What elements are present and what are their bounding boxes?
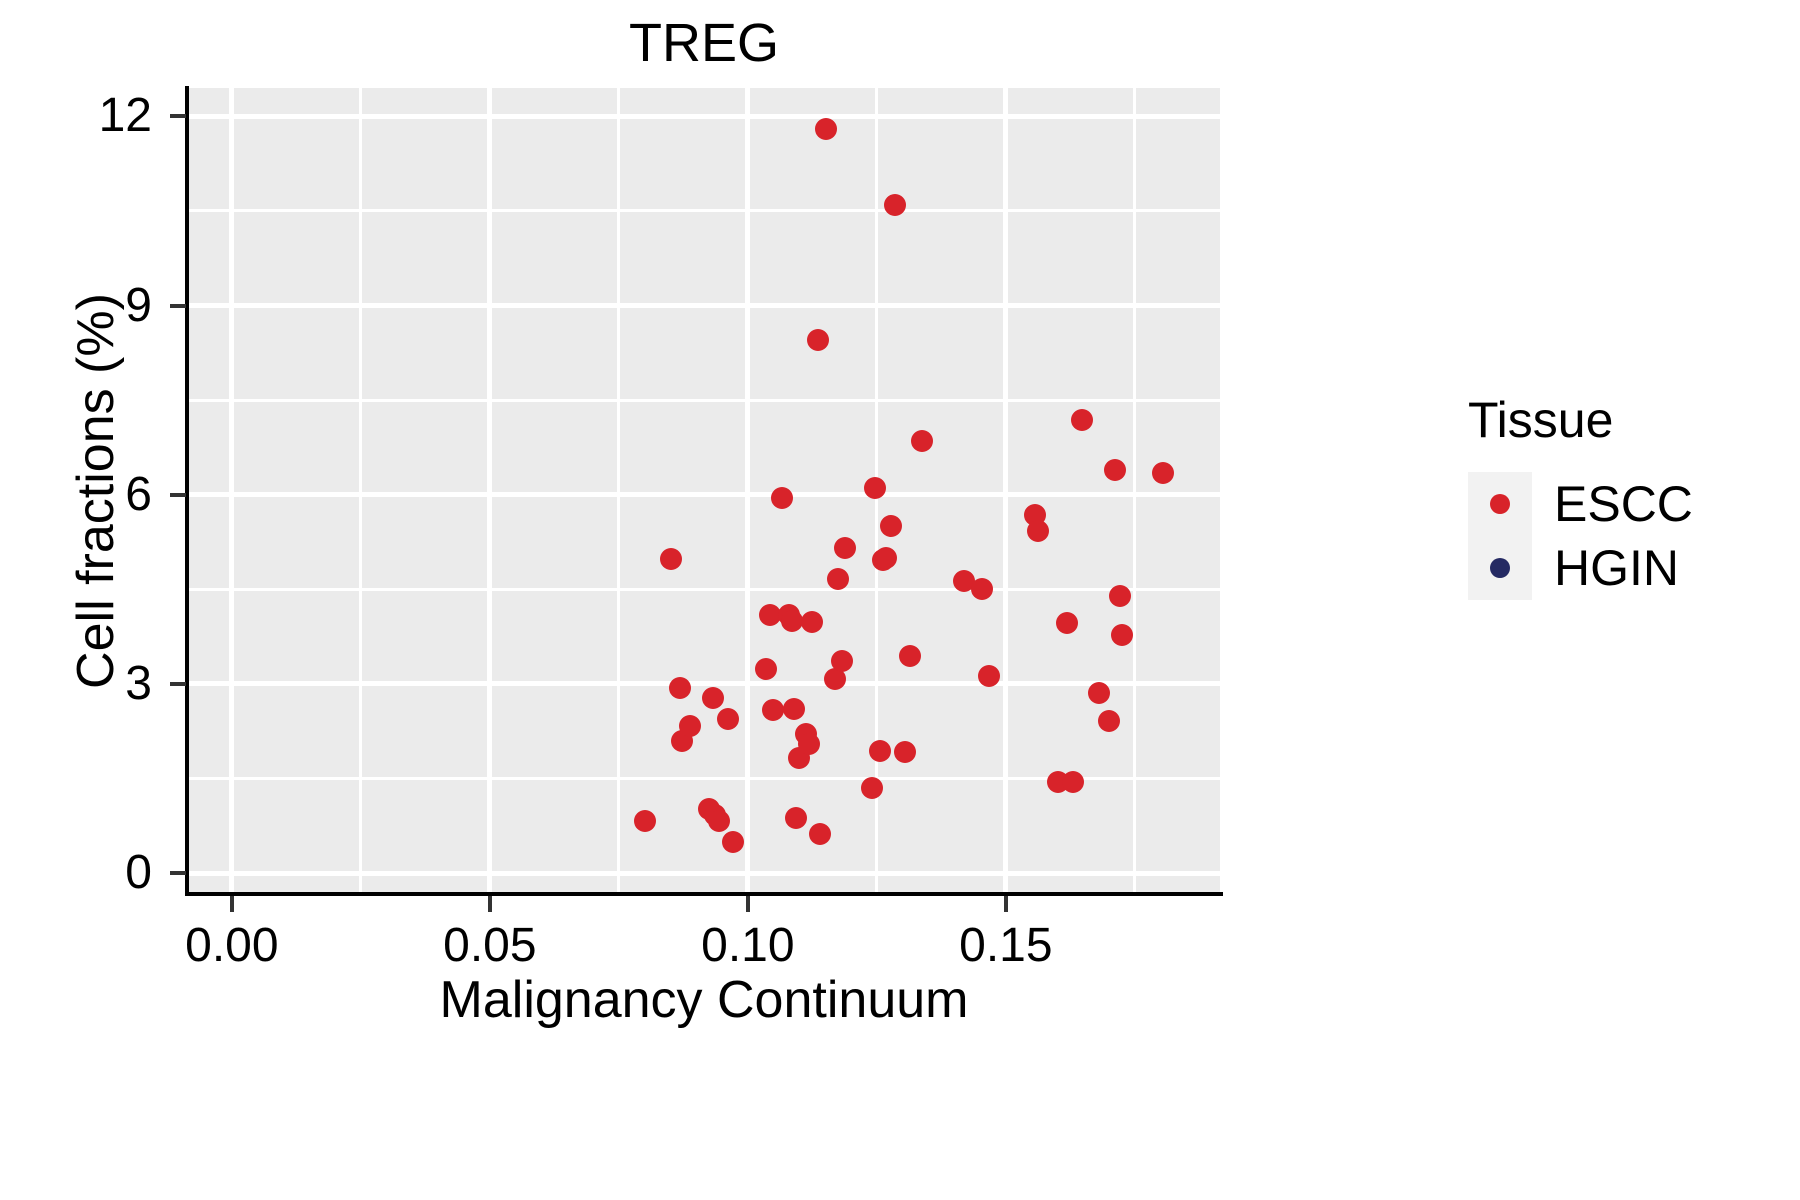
- scatter-point: [806, 329, 829, 352]
- scatter-point: [755, 657, 778, 680]
- y-tick-mark: [170, 492, 186, 497]
- gridline-major-vertical: [745, 88, 751, 894]
- scatter-point: [834, 536, 857, 559]
- scatter-point: [875, 546, 898, 569]
- scatter-point: [1104, 458, 1127, 481]
- gridline-minor-horizontal: [188, 587, 1220, 591]
- legend-items: ESCC HGIN: [1468, 472, 1693, 600]
- scatter-point: [970, 578, 993, 601]
- y-tick-label: 9: [125, 278, 152, 332]
- gridline-minor-vertical: [617, 88, 621, 894]
- scatter-point: [879, 515, 902, 538]
- gridline-minor-horizontal: [188, 398, 1220, 402]
- y-tick-label: 3: [125, 656, 152, 710]
- scatter-point: [707, 810, 730, 833]
- gridline-major-vertical: [229, 88, 235, 894]
- legend-item-hgin[interactable]: HGIN: [1468, 536, 1693, 600]
- gridline-major-horizontal: [188, 303, 1220, 309]
- legend-title: Tissue: [1468, 392, 1614, 448]
- gridline-minor-vertical: [359, 88, 363, 894]
- scatter-point: [1111, 623, 1134, 646]
- scatter-point: [784, 806, 807, 829]
- x-tick-mark: [229, 896, 234, 912]
- scatter-point: [678, 715, 701, 738]
- legend-item-label: HGIN: [1554, 540, 1679, 596]
- scatter-point: [1108, 584, 1131, 607]
- legend-item-escc[interactable]: ESCC: [1468, 472, 1693, 536]
- y-tick-mark: [170, 871, 186, 876]
- scatter-point: [1152, 461, 1175, 484]
- y-axis-label: Cell fractions (%): [67, 293, 125, 689]
- scatter-point: [1027, 520, 1050, 543]
- gridline-major-horizontal: [188, 681, 1220, 687]
- scatter-point: [1055, 611, 1078, 634]
- legend-item-label: ESCC: [1554, 476, 1693, 532]
- legend-point-icon: [1490, 558, 1510, 578]
- scatter-point: [759, 603, 782, 626]
- scatter-point: [868, 739, 891, 762]
- scatter-point: [1088, 682, 1111, 705]
- scatter-point: [827, 568, 850, 591]
- scatter-point: [780, 609, 803, 632]
- scatter-point: [1098, 709, 1121, 732]
- scatter-point: [659, 548, 682, 571]
- scatter-point: [978, 665, 1001, 688]
- gridline-minor-horizontal: [188, 209, 1220, 213]
- scatter-point: [809, 823, 832, 846]
- x-tick-label: 0.10: [701, 919, 795, 972]
- scatter-point: [701, 686, 724, 709]
- scatter-point: [823, 667, 846, 690]
- page-title: TREG: [628, 13, 779, 73]
- scatter-point: [830, 649, 853, 672]
- scatter-point: [797, 732, 820, 755]
- scatter-point: [782, 697, 805, 720]
- gridline-major-vertical: [487, 88, 493, 894]
- plot-panel: [188, 88, 1220, 894]
- x-tick-mark: [745, 896, 750, 912]
- scatter-point: [953, 570, 976, 593]
- scatter-point: [1062, 771, 1085, 794]
- gridline-major-horizontal: [188, 870, 1220, 876]
- scatter-point: [899, 644, 922, 667]
- scatter-point: [884, 193, 907, 216]
- gridline-major-vertical: [1003, 88, 1009, 894]
- gridline-minor-vertical: [1133, 88, 1137, 894]
- scatter-point: [815, 117, 838, 140]
- legend-point-icon: [1490, 494, 1510, 514]
- scatter-point: [910, 430, 933, 453]
- scatter-point: [668, 677, 691, 700]
- y-tick-mark: [170, 303, 186, 308]
- legend-key-swatch: [1468, 536, 1532, 600]
- gridline-major-horizontal: [188, 492, 1220, 498]
- scatter-point: [861, 777, 884, 800]
- gridline-minor-horizontal: [188, 777, 1220, 781]
- scatter-point: [761, 699, 784, 722]
- scatter-point: [894, 741, 917, 764]
- x-axis-line: [185, 892, 1223, 896]
- legend: Tissue ESCC HGIN: [1468, 390, 1693, 600]
- scatter-point: [634, 809, 657, 832]
- x-tick-label: 0.15: [959, 919, 1053, 972]
- x-tick-mark: [487, 896, 492, 912]
- gridline-major-horizontal: [188, 113, 1220, 119]
- scatter-point: [800, 610, 823, 633]
- legend-key-swatch: [1468, 472, 1532, 536]
- y-tick-label: 6: [125, 467, 152, 521]
- scatter-point: [864, 477, 887, 500]
- y-axis-line: [185, 86, 189, 896]
- x-axis-label: Malignancy Continuum: [439, 971, 969, 1029]
- y-tick-mark: [170, 681, 186, 686]
- scatter-point: [721, 830, 744, 853]
- y-tick-mark: [170, 114, 186, 119]
- x-tick-label: 0.05: [443, 919, 537, 972]
- scatter-point: [771, 486, 794, 509]
- x-tick-label: 0.00: [185, 919, 279, 972]
- y-tick-label: 0: [125, 846, 152, 900]
- y-tick-label: 12: [98, 89, 152, 143]
- x-tick-mark: [1003, 896, 1008, 912]
- scatter-point: [1070, 409, 1093, 432]
- scatter-point: [717, 708, 740, 731]
